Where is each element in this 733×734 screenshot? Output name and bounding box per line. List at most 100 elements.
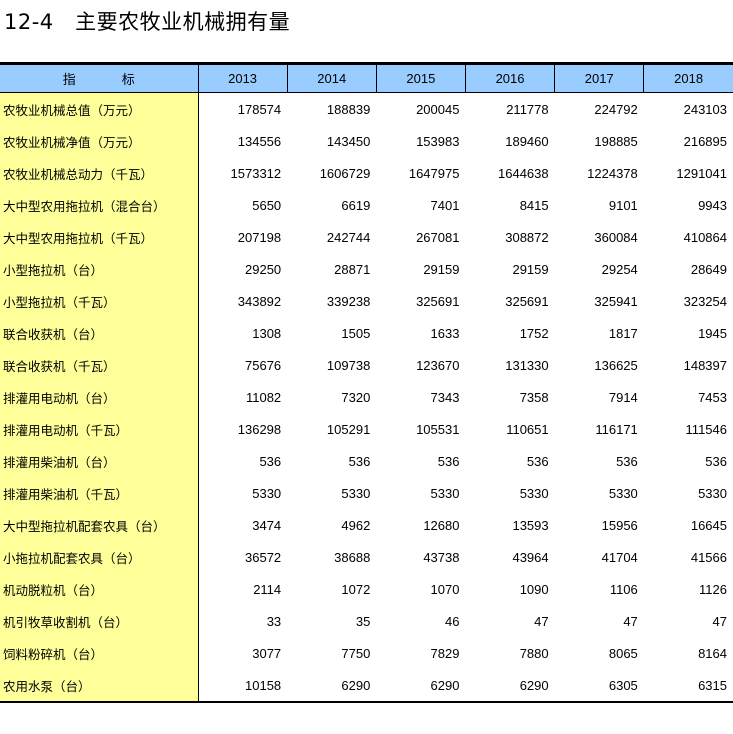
- row-label: 排灌用电动机（台）: [0, 381, 199, 413]
- value-cell: 36572: [245, 549, 282, 565]
- value-cell: 5330: [252, 485, 282, 501]
- value-cell: 242744: [326, 229, 371, 245]
- value-cell: 243103: [683, 101, 727, 117]
- value-cell: 105291: [326, 421, 371, 437]
- value-cell: 224792: [594, 101, 638, 117]
- value-cell: 1505: [341, 325, 371, 341]
- value-cell: 1224378: [587, 165, 638, 181]
- value-cell: 6290: [341, 677, 371, 693]
- row-label: 排灌用电动机（千瓦）: [0, 413, 199, 445]
- value-cell: 35: [355, 613, 371, 629]
- table-row: 排灌用柴油机（千瓦） 5330 5330 5330 5330 5330 5330: [0, 477, 733, 509]
- indicator-header: 指标: [0, 63, 198, 93]
- value-cell: 29159: [423, 261, 460, 277]
- value-cell: 6290: [519, 677, 549, 693]
- row-label: 排灌用柴油机（千瓦）: [0, 477, 199, 509]
- value-cell: 536: [705, 453, 727, 469]
- value-cell: 136625: [594, 357, 638, 373]
- value-cell: 105531: [416, 421, 460, 437]
- value-cell: 7343: [430, 389, 460, 405]
- value-cell: 5330: [608, 485, 638, 501]
- value-cell: 47: [623, 613, 638, 629]
- value-cell: 7750: [341, 645, 371, 661]
- row-label: 大中型农用拖拉机（混合台）: [0, 189, 199, 221]
- table-row: 农牧业机械净值（万元） 134556 143450 153983 189460 19888…: [0, 125, 733, 157]
- year-header: 2015: [375, 63, 466, 93]
- value-cell: 536: [616, 453, 638, 469]
- value-cell: 10158: [245, 677, 282, 693]
- value-cell: 38688: [334, 549, 371, 565]
- value-cell: 308872: [505, 229, 549, 245]
- row-label: 农牧业机械总值（万元）: [0, 92, 199, 125]
- table-row: 农牧业机械总值（万元） 178574 188839 200045 211778 22479…: [0, 92, 733, 125]
- value-cell: 41704: [601, 549, 638, 565]
- value-cell: 3077: [252, 645, 282, 661]
- table-row: 排灌用柴油机（台） 536 536 536 536 536 536: [0, 445, 733, 477]
- value-cell: 1308: [252, 325, 282, 341]
- value-cell: 43964: [512, 549, 549, 565]
- value-cell: 5650: [252, 197, 282, 213]
- table-row: 联合收获机（台） 1308 1505 1633 1752 1817 1945: [0, 317, 733, 349]
- value-cell: 267081: [416, 229, 460, 245]
- value-cell: 7829: [430, 645, 460, 661]
- value-cell: 211778: [506, 101, 549, 117]
- value-cell: 12680: [423, 517, 460, 533]
- table-row: 联合收获机（千瓦） 75676 109738 123670 131330 136625 14…: [0, 349, 733, 381]
- value-cell: 536: [348, 453, 371, 469]
- value-cell: 6315: [698, 677, 727, 693]
- value-cell: 207198: [237, 229, 282, 245]
- row-label: 小型拖拉机（台）: [0, 253, 199, 285]
- value-cell: 325941: [594, 293, 638, 309]
- value-cell: 136298: [237, 421, 282, 437]
- value-cell: 28649: [690, 261, 727, 277]
- table-row: 小型拖拉机（千瓦） 343892 339238 325691 325691 325941 3…: [0, 285, 733, 317]
- row-label: 饲料粉碎机（台）: [0, 637, 199, 669]
- value-cell: 7401: [430, 197, 460, 213]
- value-cell: 3474: [252, 517, 282, 533]
- table-row: 饲料粉碎机（台） 3077 7750 7829 7880 8065 8164: [0, 637, 733, 669]
- value-cell: 6290: [430, 677, 460, 693]
- value-cell: 216895: [683, 133, 727, 149]
- value-cell: 111546: [685, 421, 727, 437]
- value-cell: 110651: [506, 421, 549, 437]
- value-cell: 148397: [683, 357, 727, 373]
- year-header: 2013: [197, 63, 288, 93]
- value-cell: 29159: [512, 261, 549, 277]
- value-cell: 188839: [326, 101, 371, 117]
- page-title: 12-4 主要农牧业机械拥有量: [4, 10, 291, 34]
- value-cell: 325691: [505, 293, 549, 309]
- value-cell: 1633: [430, 325, 460, 341]
- value-cell: 343892: [237, 293, 282, 309]
- value-cell: 360084: [594, 229, 638, 245]
- value-cell: 8164: [698, 645, 727, 661]
- table-row: 排灌用电动机（千瓦） 136298 105291 105531 110651 116171…: [0, 413, 733, 445]
- value-cell: 7880: [519, 645, 549, 661]
- value-cell: 109738: [326, 357, 371, 373]
- value-cell: 1072: [341, 581, 371, 597]
- row-label: 农牧业机械总动力（千瓦）: [0, 157, 199, 189]
- year-header: 2017: [554, 63, 644, 93]
- header-char: 标: [121, 72, 135, 87]
- row-label: 联合收获机（台）: [0, 317, 199, 349]
- value-cell: 41566: [690, 549, 727, 565]
- value-cell: 1752: [519, 325, 549, 341]
- value-cell: 339238: [326, 293, 371, 309]
- year-header: 2014: [286, 63, 377, 93]
- value-cell: 536: [437, 453, 460, 469]
- value-cell: 410864: [683, 229, 727, 245]
- value-cell: 143450: [326, 133, 371, 149]
- value-cell: 178574: [237, 101, 282, 117]
- row-label: 农用水泵（台）: [0, 669, 199, 702]
- value-cell: 8415: [519, 197, 549, 213]
- row-label: 大中型拖拉机配套农具（台）: [0, 509, 199, 541]
- value-cell: 1817: [608, 325, 638, 341]
- value-cell: 47: [534, 613, 549, 629]
- value-cell: 1945: [698, 325, 727, 341]
- header-char: 指: [62, 72, 76, 87]
- value-cell: 1090: [519, 581, 549, 597]
- value-cell: 11082: [245, 389, 282, 405]
- value-cell: 1573312: [230, 165, 282, 181]
- value-cell: 46: [445, 613, 460, 629]
- year-header: 2018: [643, 63, 733, 93]
- value-cell: 200045: [416, 101, 460, 117]
